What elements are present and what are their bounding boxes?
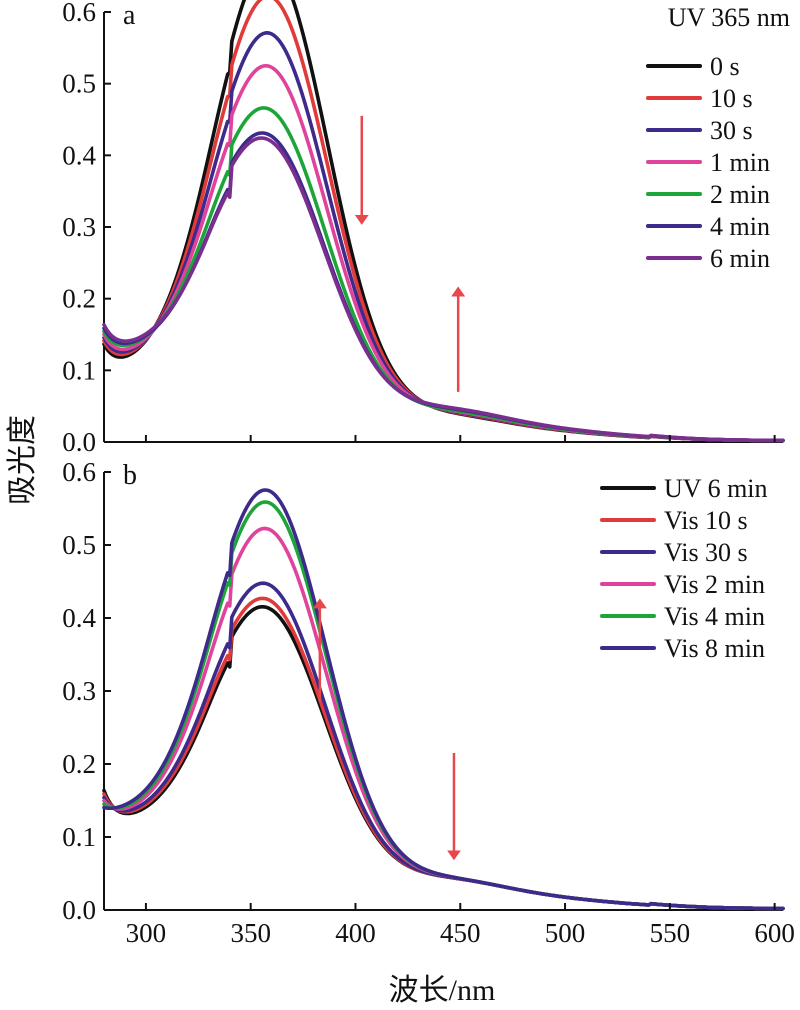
legend-entry-label: Vis 30 s [664,538,748,567]
x-tick-label: 600 [754,918,795,948]
x-tick-label: 350 [230,918,271,948]
legend-a-title: UV 365 nm [668,3,790,32]
legend-entry-label: 2 min [710,180,770,209]
legend-entry-label: 10 s [710,84,753,113]
x-tick-label: 500 [545,918,586,948]
legend-entry-label: Vis 2 min [664,570,765,599]
y-tick-label: 0.3 [62,676,96,706]
legend-entry-label: Vis 10 s [664,506,748,535]
legend-entry-label: 6 min [710,244,770,273]
y-tick-label: 0.5 [62,530,96,560]
y-tick-label: 0.1 [62,355,96,385]
y-tick-label: 0.6 [62,0,96,27]
panel-a-label: a [123,0,136,31]
y-tick-label: 0.6 [62,457,96,487]
legends: 0 s 10 s 30 s 1 min 2 min 4 min 6 min UV 6 min V… [600,52,770,663]
spectrum-curves [102,0,785,911]
y-tick-label: 0.0 [62,895,96,925]
y-tick-label: 0.2 [62,284,96,314]
spectrum-line-a-3 [102,63,785,443]
trend-arrows [312,115,466,861]
spectrum-line-b-2 [102,581,785,911]
x-tick-label: 450 [440,918,481,948]
x-tick-label: 300 [126,918,167,948]
y-tick-label: 0.4 [62,603,96,633]
legend-entry-label: 30 s [710,116,753,145]
legend-entry-label: 4 min [710,212,770,241]
legend-entry-label: 1 min [710,148,770,177]
spectrum-line-a-4 [102,106,785,443]
x-axis-label: 波长/nm [389,974,496,1006]
y-axis-label: 吸光度 [6,415,39,505]
panel-b-label: b [123,460,137,491]
y-tick-label: 0.4 [62,140,96,170]
y-tick-label: 0.2 [62,749,96,779]
axes-frames [103,12,783,911]
tick-labels: 0.00.10.20.30.40.50.60.00.10.20.30.40.50… [62,0,795,948]
legend-entry-label: 0 s [710,52,740,81]
y-tick-label: 0.0 [62,427,96,457]
x-tick-label: 550 [650,918,691,948]
legend-entry-label: Vis 4 min [664,602,765,631]
legend-entry-label: Vis 8 min [664,634,765,663]
y-tick-label: 0.3 [62,212,96,242]
legend-entry-label: UV 6 min [664,474,768,503]
y-tick-label: 0.1 [62,822,96,852]
y-tick-label: 0.5 [62,69,96,99]
chart-text: a b UV 365 nm 波长/nm 吸光度 [6,0,790,1007]
x-tick-label: 400 [335,918,376,948]
